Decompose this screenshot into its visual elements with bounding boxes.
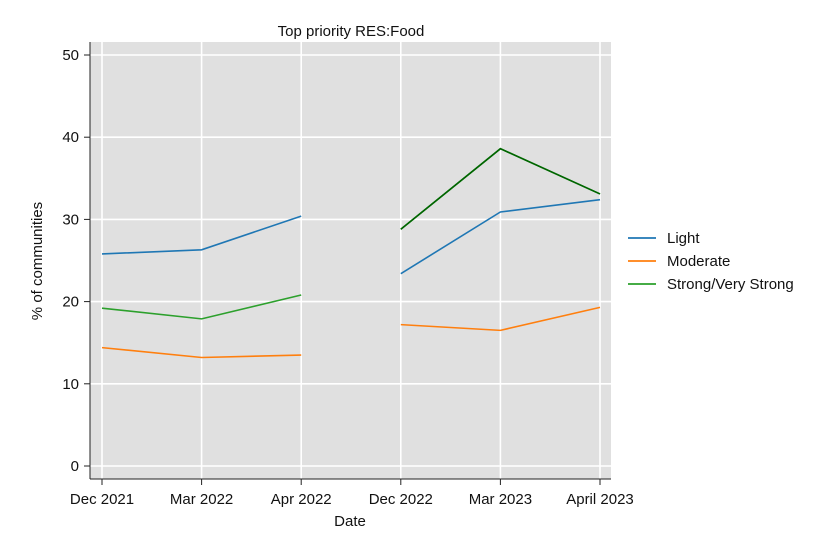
- x-tick-label: April 2023: [566, 491, 634, 508]
- x-tick-label: Mar 2023: [469, 491, 532, 508]
- plot-area: [90, 42, 611, 479]
- series-3-line-segment-1: [101, 294, 302, 320]
- y-axis-label: % of communities: [29, 202, 46, 320]
- series-1-line-segment-1: [101, 215, 302, 255]
- chart-title: Top priority RES:Food: [278, 23, 425, 40]
- legend-label: Strong/Very Strong: [667, 276, 794, 293]
- y-tick-label: 0: [71, 458, 79, 475]
- legend-label: Moderate: [667, 253, 730, 270]
- y-tick-label: 20: [62, 294, 79, 311]
- y-tick-label: 10: [62, 376, 79, 393]
- x-tick-label: Dec 2022: [369, 491, 433, 508]
- series-2-line-segment-2: [400, 306, 601, 332]
- series-1-line-segment-2: [400, 198, 601, 275]
- series-lines: [101, 147, 601, 359]
- legend-label: Light: [667, 230, 700, 247]
- y-tick-label: 30: [62, 211, 79, 228]
- x-axis-label: Date: [334, 513, 366, 530]
- series-2-line-segment-1: [101, 346, 302, 359]
- legend: Light Moderate Strong/Very Strong: [628, 230, 794, 293]
- x-gridlines: [101, 42, 601, 479]
- overlay-series-1-line-segment-1: [400, 147, 601, 230]
- y-tick-label: 50: [62, 47, 79, 64]
- y-tick-label: 40: [62, 129, 79, 146]
- y-gridlines: [90, 54, 611, 467]
- x-tick-label: Apr 2022: [271, 491, 332, 508]
- y-axis-ticks: 0 10 20 30 40 50: [62, 47, 90, 475]
- x-axis-ticks: Dec 2021 Mar 2022 Apr 2022 Dec 2022 Mar 2023…: [70, 479, 634, 508]
- x-tick-label: Dec 2021: [70, 491, 134, 508]
- x-tick-label: Mar 2022: [170, 491, 233, 508]
